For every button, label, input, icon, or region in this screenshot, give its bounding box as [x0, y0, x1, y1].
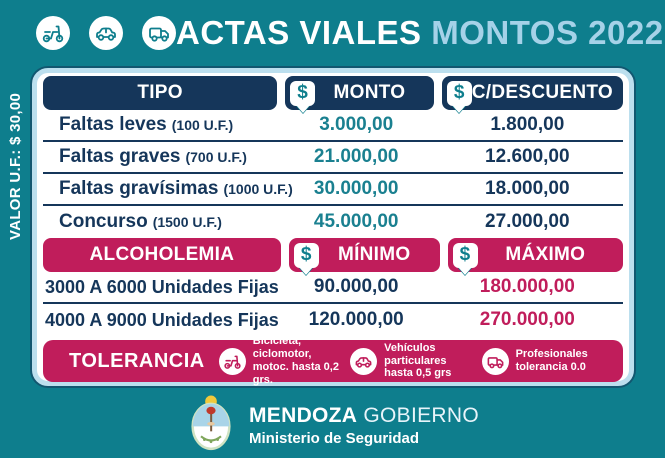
table-row: 3000 A 6000 Unidades Fijas 90.000,00 180…: [43, 272, 623, 304]
column-header-monto: $ MONTO: [285, 76, 434, 110]
column-header-maximo: $ MÁXIMO: [447, 238, 623, 272]
footer-department: Ministerio de Seguridad: [249, 429, 420, 447]
uf-value-label: VALOR U.F.: $ 30,00: [7, 92, 24, 240]
column-header-minimo: $ MÍNIMO: [288, 238, 440, 272]
truck-icon: [142, 16, 176, 50]
alcohol-minimo: 120.000,00: [308, 309, 404, 330]
dollar-pin-icon: $: [452, 242, 478, 268]
fine-uf: (100 U.F.): [171, 117, 234, 133]
alcohol-maximo: 270.000,00: [479, 309, 575, 330]
vehicle-icons: [36, 16, 176, 50]
tolerancia-title: TOLERANCIA: [69, 349, 205, 372]
dollar-pin-icon: $: [290, 80, 316, 106]
fine-descuento: 12.600,00: [485, 146, 570, 167]
alcohol-range: 4000 A 9000 Unidades Fijas: [45, 309, 279, 330]
fine-monto: 21.000,00: [313, 146, 399, 167]
fines-header-row: TIPO $ MONTO $ C/DESCUENTO: [43, 76, 623, 110]
fine-descuento: 18.000,00: [485, 178, 570, 199]
alcohol-minimo: 90.000,00: [313, 276, 399, 297]
tolerancia-item: Vehículos particulares hasta 0,5 grs: [350, 342, 481, 381]
title-accent: MONTOS 2022: [431, 14, 664, 51]
tolerancia-text: tolerancia 0.0: [515, 361, 586, 373]
dollar-pin-icon: $: [446, 80, 472, 106]
footer-org-suffix: GOBIERNO: [363, 403, 479, 427]
table-row: Faltas gravísimas (1000 U.F.) 30.000,00 1…: [43, 174, 623, 206]
fine-monto: 3.000,00: [319, 114, 394, 135]
fine-uf: (1000 U.F.): [223, 181, 293, 197]
fine-descuento: 1.800,00: [490, 114, 565, 135]
alcohol-maximo: 180.000,00: [479, 276, 575, 297]
table-row: Faltas graves (700 U.F.) 21.000,00 12.600…: [43, 142, 623, 174]
tolerancia-bar: TOLERANCIA Bicicleta, ciclomotor, motoc.…: [43, 335, 623, 386]
scooter-icon: [36, 16, 70, 50]
tolerancia-text: motoc. hasta 0,2 grs.: [252, 361, 339, 386]
fine-monto: 45.000,00: [313, 211, 399, 232]
fines-card: TIPO $ MONTO $ C/DESCUENTO Faltas leves(…: [32, 68, 634, 386]
tolerancia-text: hasta 0,5 grs: [384, 367, 452, 380]
fine-uf: (1500 U.F.): [152, 214, 222, 230]
column-header-alcoholemia: ALCOHOLEMIA: [43, 238, 281, 272]
tolerancia-text: Vehículos particulares: [384, 341, 447, 367]
dollar-pin-icon: $: [293, 242, 319, 268]
tolerancia-text: Bicicleta, ciclomotor,: [252, 335, 312, 361]
table-row: 4000 A 9000 Unidades Fijas 120.000,00 27…: [43, 304, 623, 336]
column-header-tipo: TIPO: [43, 76, 278, 110]
alcohol-header-row: ALCOHOLEMIA $ MÍNIMO $ MÁXIMO: [43, 238, 623, 272]
truck-icon: [481, 347, 509, 375]
footer-org-name: MENDOZA: [249, 403, 358, 427]
page-title: ACTAS VIALES MONTOS 2022: [176, 14, 664, 52]
table-row: Faltas leves (100 U.F.) 3.000,00 1.800,00: [43, 110, 623, 142]
fine-type: Faltas leves: [59, 114, 167, 135]
footer-text: MENDOZA GOBIERNO Ministerio de Seguridad: [249, 404, 479, 447]
table-row: Concurso (1500 U.F.) 45.000,00 27.000,00: [43, 206, 623, 238]
tolerancia-text: Profesionales: [515, 348, 588, 361]
scooter-icon: [218, 347, 246, 375]
fine-type: Faltas gravísimas: [59, 178, 219, 199]
mendoza-coat-of-arms: [186, 393, 236, 458]
fine-descuento: 27.000,00: [485, 211, 570, 232]
tolerancia-item: Bicicleta, ciclomotor, motoc. hasta 0,2 …: [218, 335, 350, 387]
footer: MENDOZA GOBIERNO Ministerio de Seguridad: [0, 394, 665, 456]
tolerancia-item: Profesionales tolerancia 0.0: [481, 347, 613, 375]
fine-uf: (700 U.F.): [185, 149, 247, 165]
fine-monto: 30.000,00: [313, 178, 399, 199]
title-main: ACTAS VIALES: [176, 14, 422, 51]
fine-type: Concurso: [59, 211, 148, 232]
car-icon: [89, 16, 123, 50]
alcohol-range: 3000 A 6000 Unidades Fijas: [45, 276, 279, 297]
fine-type: Faltas graves: [59, 146, 181, 167]
top-header: ACTAS VIALES MONTOS 2022: [0, 0, 665, 66]
column-header-descuento: $ C/DESCUENTO: [441, 76, 623, 110]
car-icon: [350, 347, 378, 375]
